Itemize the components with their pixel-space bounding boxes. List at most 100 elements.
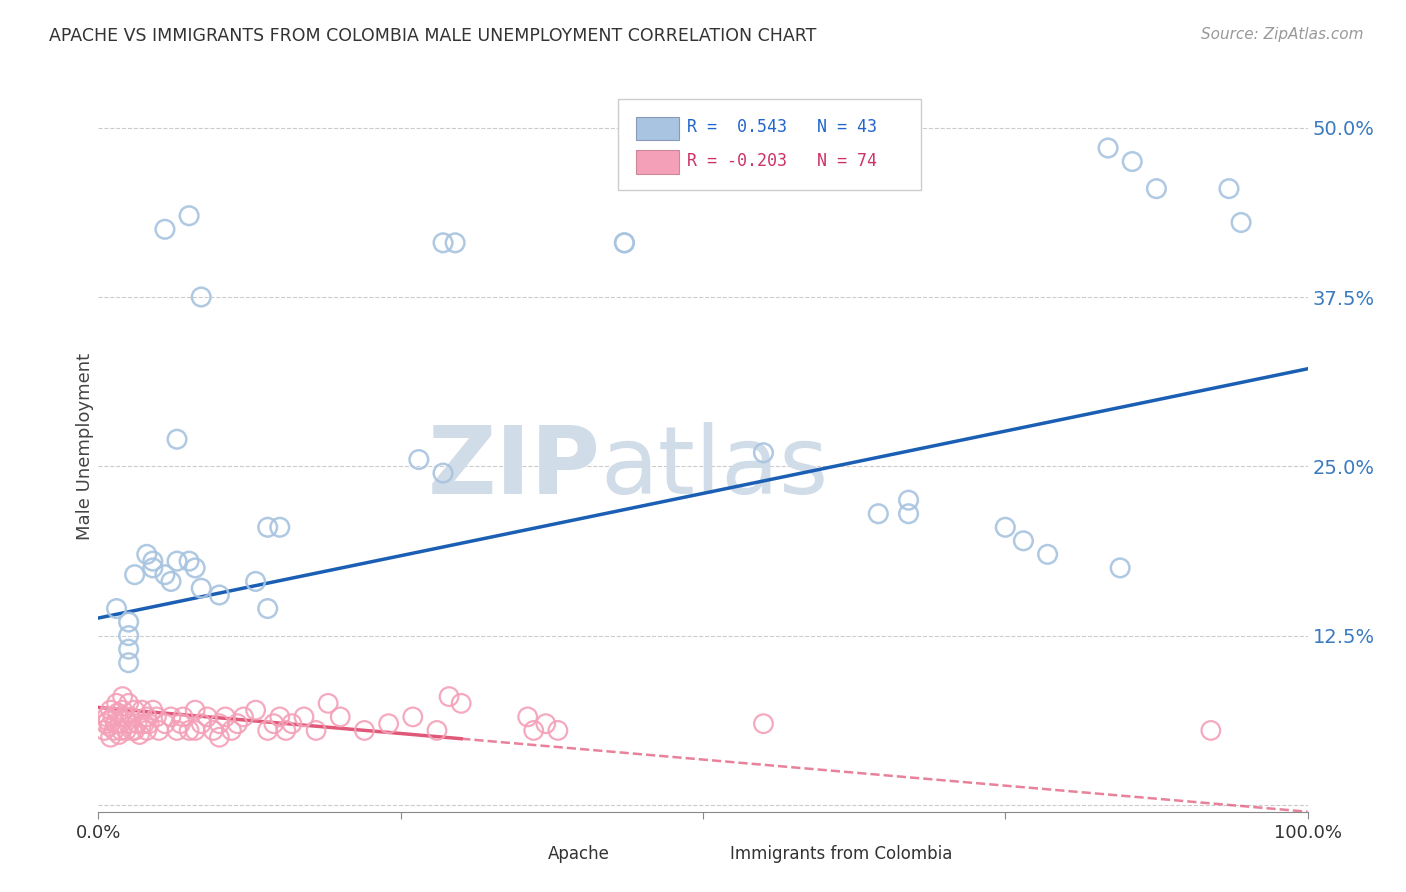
- Point: [208, 730, 231, 744]
- Point: [118, 629, 141, 643]
- Point: [100, 730, 122, 744]
- Point: [148, 723, 170, 738]
- Point: [256, 520, 278, 534]
- Point: [408, 452, 430, 467]
- Point: [124, 703, 146, 717]
- Point: [897, 507, 920, 521]
- Point: [120, 710, 142, 724]
- Point: [118, 656, 141, 670]
- FancyBboxPatch shape: [509, 847, 540, 863]
- Point: [1121, 154, 1143, 169]
- Point: [93, 723, 115, 738]
- Point: [329, 710, 352, 724]
- Point: [523, 723, 546, 738]
- Point: [124, 567, 146, 582]
- Point: [100, 703, 122, 717]
- Point: [1146, 181, 1168, 195]
- Point: [269, 520, 291, 534]
- Point: [153, 716, 176, 731]
- Point: [104, 716, 127, 731]
- Point: [402, 710, 425, 724]
- Point: [184, 703, 207, 717]
- Point: [226, 716, 249, 731]
- Point: [534, 716, 557, 731]
- Point: [131, 703, 153, 717]
- Point: [190, 581, 212, 595]
- FancyBboxPatch shape: [619, 99, 921, 190]
- Point: [274, 723, 297, 738]
- Point: [256, 601, 278, 615]
- Point: [160, 574, 183, 589]
- Y-axis label: Male Unemployment: Male Unemployment: [76, 352, 94, 540]
- Point: [111, 690, 134, 704]
- Point: [114, 710, 136, 724]
- Point: [1199, 723, 1222, 738]
- Point: [190, 290, 212, 304]
- Point: [994, 520, 1017, 534]
- Point: [221, 723, 243, 738]
- Point: [263, 716, 285, 731]
- Point: [103, 723, 125, 738]
- Point: [432, 466, 454, 480]
- Point: [444, 235, 467, 250]
- Point: [208, 588, 231, 602]
- Point: [160, 710, 183, 724]
- Point: [1230, 215, 1253, 229]
- Text: APACHE VS IMMIGRANTS FROM COLOMBIA MALE UNEMPLOYMENT CORRELATION CHART: APACHE VS IMMIGRANTS FROM COLOMBIA MALE …: [49, 27, 817, 45]
- Point: [305, 723, 328, 738]
- Point: [547, 723, 569, 738]
- Point: [202, 723, 225, 738]
- Point: [108, 716, 131, 731]
- Point: [166, 723, 188, 738]
- Point: [214, 710, 236, 724]
- Point: [208, 716, 231, 731]
- Text: Source: ZipAtlas.com: Source: ZipAtlas.com: [1201, 27, 1364, 42]
- Point: [195, 710, 218, 724]
- Point: [256, 723, 278, 738]
- Point: [105, 601, 128, 615]
- Point: [138, 716, 160, 731]
- Point: [281, 716, 304, 731]
- Point: [1012, 533, 1035, 548]
- FancyBboxPatch shape: [690, 847, 721, 863]
- Point: [1109, 561, 1132, 575]
- Point: [153, 222, 176, 236]
- Point: [752, 716, 775, 731]
- Point: [142, 561, 165, 575]
- Point: [115, 723, 138, 738]
- Text: ZIP: ZIP: [427, 422, 600, 514]
- Point: [118, 716, 141, 731]
- Point: [121, 723, 143, 738]
- Point: [135, 547, 157, 561]
- Point: [128, 727, 150, 741]
- Point: [124, 723, 146, 738]
- Point: [135, 710, 157, 724]
- Point: [432, 235, 454, 250]
- Point: [179, 554, 201, 568]
- Point: [613, 235, 636, 250]
- Point: [118, 697, 141, 711]
- Text: atlas: atlas: [600, 422, 828, 514]
- FancyBboxPatch shape: [637, 151, 679, 174]
- Point: [101, 710, 124, 724]
- Point: [110, 723, 132, 738]
- Point: [118, 642, 141, 657]
- Point: [613, 235, 636, 250]
- Point: [179, 209, 201, 223]
- Point: [897, 493, 920, 508]
- Point: [316, 697, 339, 711]
- Point: [127, 716, 149, 731]
- Point: [752, 446, 775, 460]
- Point: [1097, 141, 1119, 155]
- Point: [450, 697, 472, 711]
- Point: [179, 723, 201, 738]
- Point: [153, 567, 176, 582]
- Point: [426, 723, 449, 738]
- Point: [98, 719, 121, 733]
- Point: [111, 703, 134, 717]
- Point: [96, 710, 118, 724]
- Point: [516, 710, 538, 724]
- Point: [190, 716, 212, 731]
- Point: [245, 574, 267, 589]
- Point: [134, 716, 156, 731]
